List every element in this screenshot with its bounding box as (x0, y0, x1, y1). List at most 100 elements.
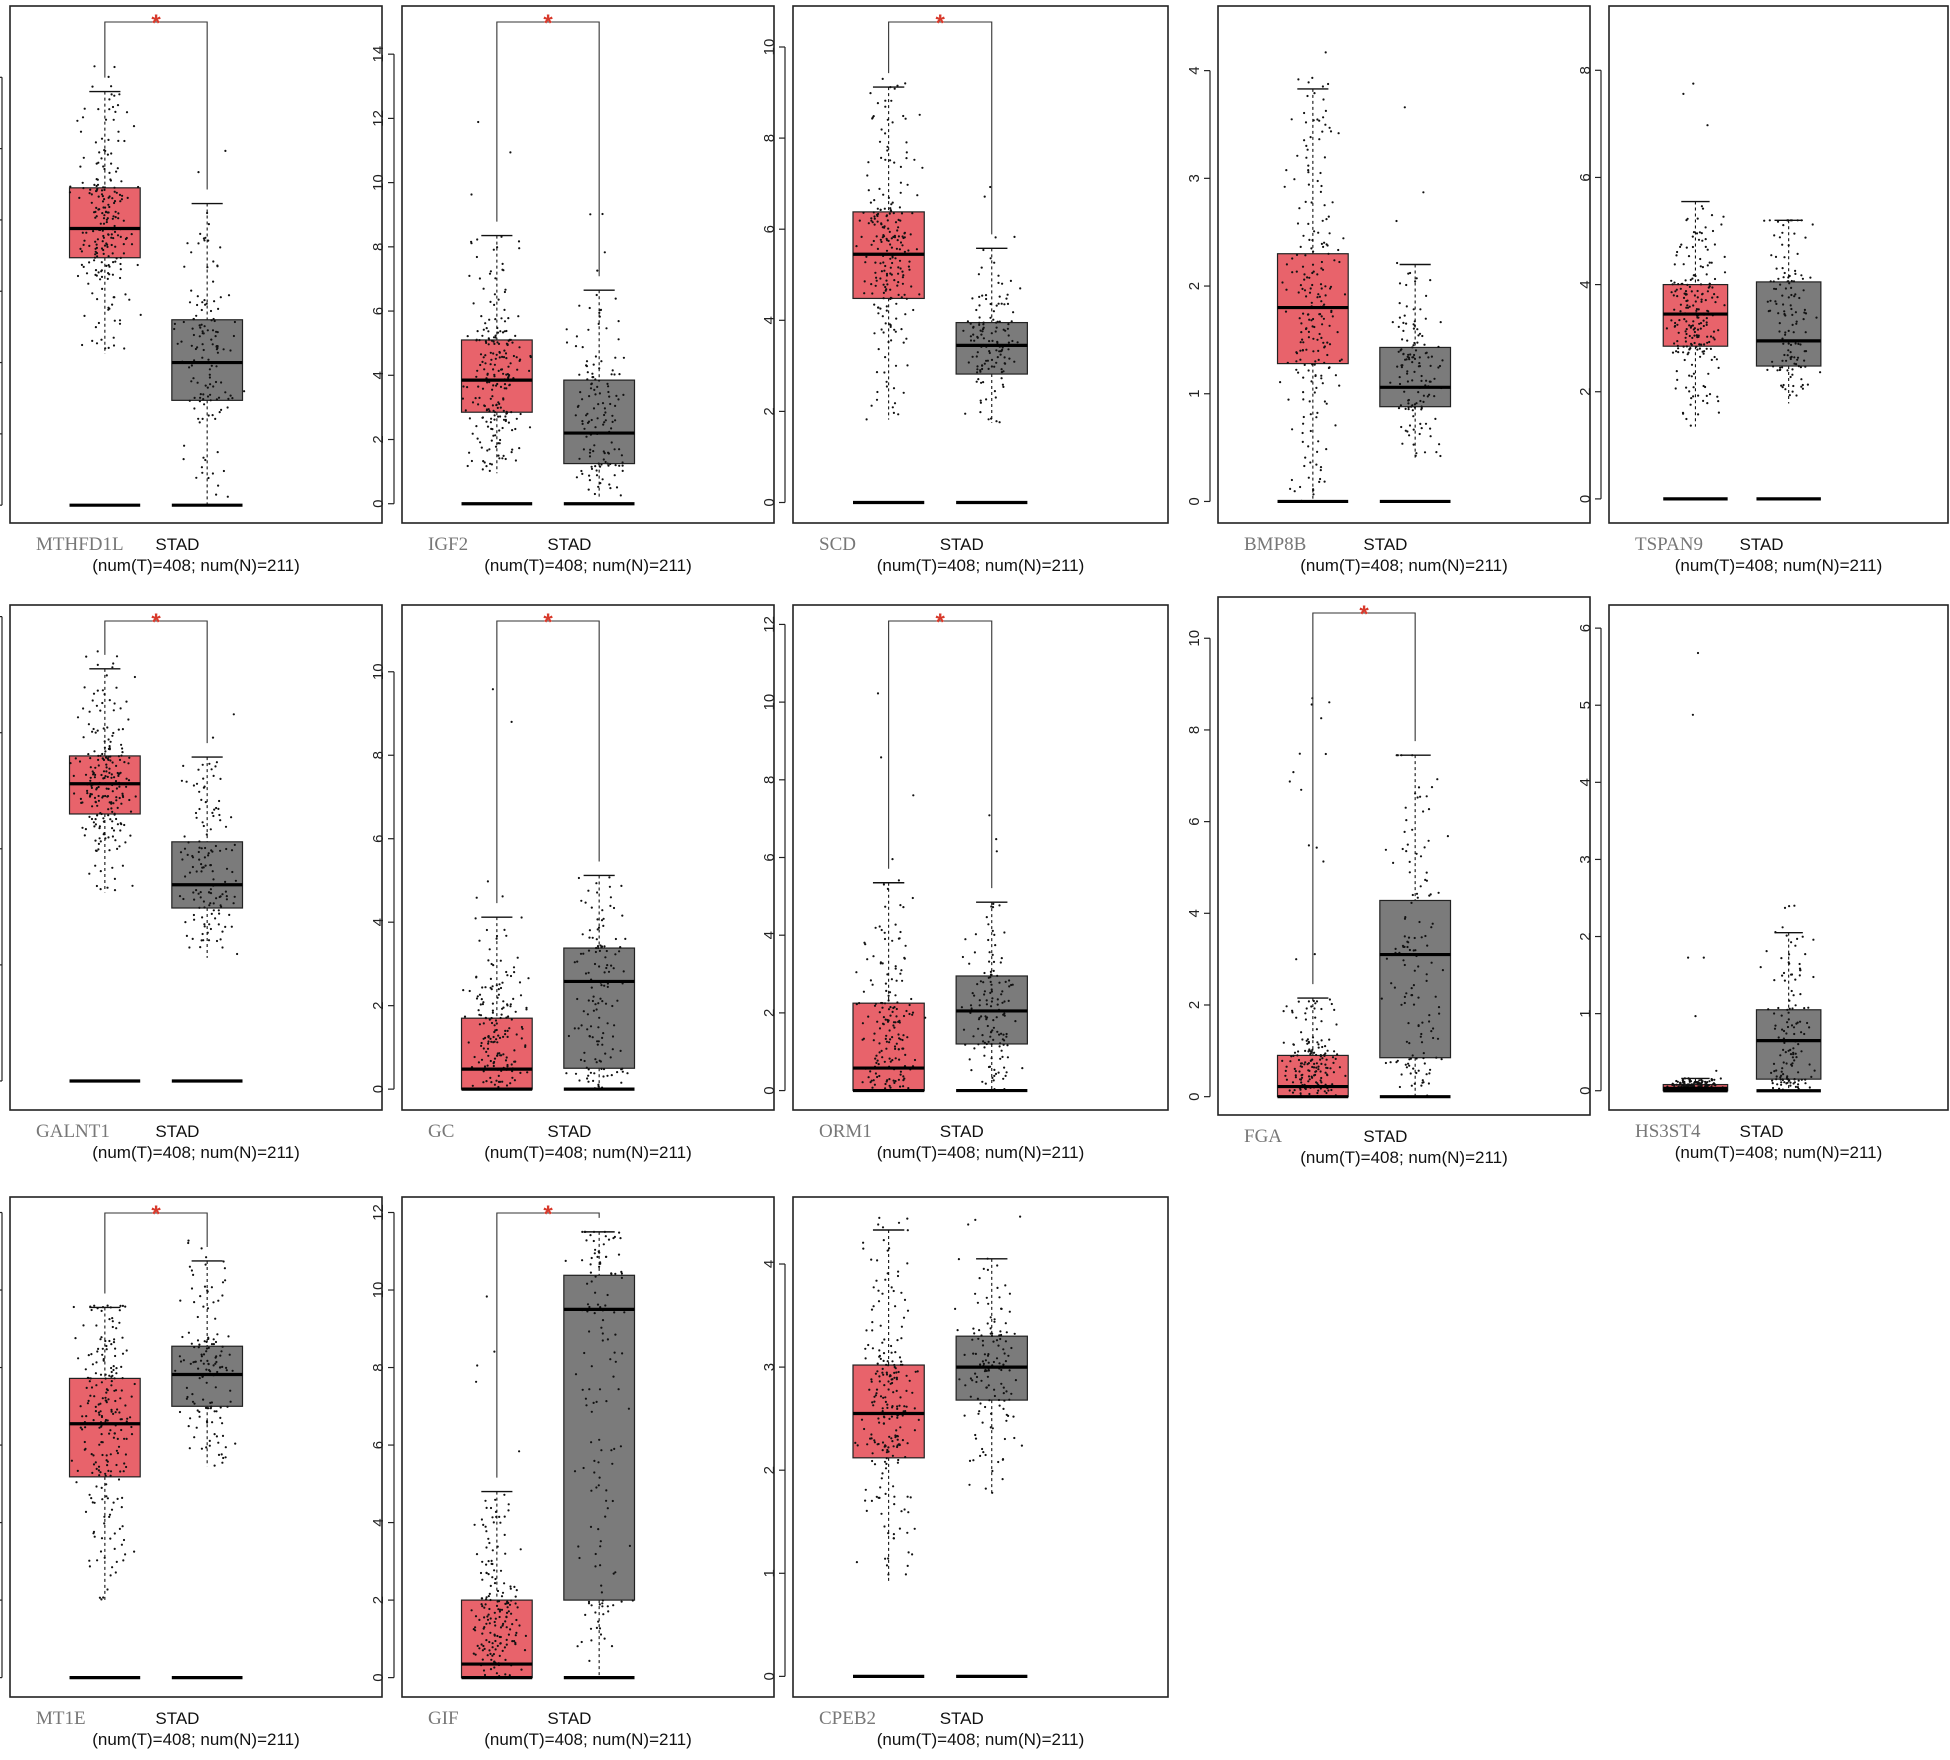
data-point (1005, 1035, 1008, 1038)
data-point (489, 1506, 493, 1510)
data-point (1299, 349, 1302, 352)
data-point (1290, 478, 1293, 482)
data-point (994, 396, 997, 399)
data-point (208, 1369, 211, 1372)
data-point (1704, 1084, 1708, 1087)
data-point (510, 429, 514, 432)
data-point (1307, 1000, 1310, 1003)
data-point (604, 460, 607, 464)
data-point (1778, 322, 1781, 325)
data-point (1412, 344, 1415, 347)
data-point (600, 984, 603, 987)
data-point (498, 402, 501, 405)
data-point (991, 997, 994, 1000)
data-point (1780, 384, 1783, 387)
data-point (1311, 263, 1315, 266)
data-point (1327, 1089, 1330, 1092)
data-point (105, 756, 108, 759)
data-point (620, 1068, 623, 1071)
data-point (509, 151, 512, 154)
data-point (491, 1642, 494, 1645)
data-point (1308, 400, 1311, 403)
data-point (480, 315, 483, 318)
data-point (111, 835, 114, 838)
data-point (204, 303, 207, 306)
data-point (191, 937, 194, 941)
data-point (589, 1627, 593, 1630)
data-point (1004, 329, 1007, 332)
data-point (493, 1611, 496, 1614)
data-point (82, 265, 85, 268)
data-point (1312, 337, 1315, 340)
data-point (88, 192, 91, 195)
data-point (107, 808, 110, 811)
data-point (85, 655, 88, 658)
data-point (108, 1374, 111, 1377)
data-point (586, 371, 589, 374)
data-point (222, 1260, 225, 1263)
data-point (601, 1319, 605, 1322)
data-point (1796, 1086, 1799, 1089)
data-point (198, 906, 201, 909)
data-point (897, 218, 900, 221)
data-point (610, 441, 613, 444)
plot-frame (401, 604, 775, 1111)
data-point (871, 1086, 874, 1089)
data-point (101, 1353, 104, 1356)
data-point (212, 909, 215, 912)
data-point (592, 407, 596, 410)
y-tick-label: 1 (1577, 1009, 1594, 1017)
data-point (1301, 287, 1304, 290)
data-point (1000, 1032, 1003, 1035)
data-point (871, 221, 874, 224)
data-point (1427, 808, 1431, 811)
data-point (101, 195, 104, 198)
data-point (207, 852, 210, 855)
data-point (1702, 319, 1705, 322)
data-point (196, 1409, 199, 1412)
data-point (613, 373, 616, 376)
data-point (874, 261, 877, 264)
data-point (894, 1434, 897, 1437)
data-point (102, 1596, 105, 1599)
data-point (100, 1336, 103, 1339)
data-point (211, 870, 214, 873)
data-point (1688, 348, 1691, 351)
data-point (195, 314, 198, 317)
data-point (107, 1469, 110, 1472)
data-point (109, 1470, 113, 1473)
data-point (1674, 290, 1677, 293)
data-point (599, 1564, 602, 1567)
data-point (621, 461, 624, 464)
data-point (483, 1606, 486, 1609)
data-point (115, 764, 118, 768)
significance-star: * (151, 10, 161, 37)
data-point (225, 898, 228, 901)
data-point (1292, 1054, 1295, 1057)
x-axis-label: STAD (940, 535, 984, 554)
data-point (101, 689, 104, 692)
data-point (578, 373, 581, 376)
data-point (119, 1397, 122, 1400)
data-point (627, 1407, 631, 1410)
data-point (1413, 320, 1416, 323)
data-point (978, 999, 981, 1002)
data-point (985, 1016, 988, 1019)
data-point (592, 1079, 595, 1082)
data-point (198, 1415, 201, 1418)
data-point (581, 346, 584, 349)
data-point (1695, 308, 1698, 311)
data-point (503, 308, 506, 311)
data-point (1408, 1064, 1411, 1067)
data-point (1405, 850, 1408, 853)
data-point (565, 328, 568, 331)
data-point (587, 971, 590, 974)
plot-frame (9, 1196, 383, 1698)
data-point (1344, 1074, 1347, 1077)
data-point (488, 1018, 491, 1021)
data-point (97, 799, 100, 802)
sample-count-label: (num(T)=408; num(N)=211) (1300, 1148, 1508, 1167)
y-tick-label: 10 (1186, 630, 1203, 647)
normal-points (174, 1239, 237, 1467)
